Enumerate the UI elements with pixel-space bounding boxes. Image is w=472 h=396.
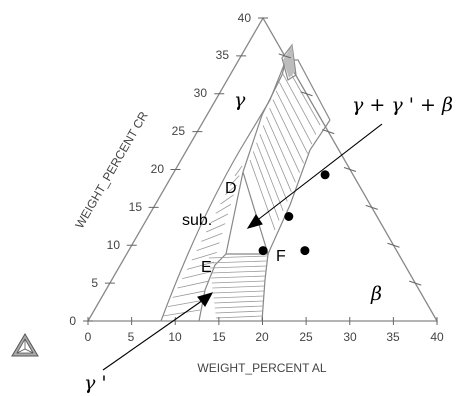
- tie-line: [256, 142, 284, 212]
- three-phase-arrow: [254, 123, 383, 223]
- tie-line: [269, 108, 300, 173]
- tie-line: [215, 310, 263, 314]
- left-tick-20: 20: [151, 162, 165, 176]
- gamma-label: γ: [234, 89, 246, 111]
- left-tick-15: 15: [129, 200, 143, 214]
- bottom-tick-35: 35: [386, 330, 400, 344]
- tick-mark: [322, 129, 335, 135]
- tie-line: [279, 82, 313, 145]
- tie-line: [211, 275, 266, 279]
- left-tick-40: 40: [238, 11, 252, 25]
- tie-line: [210, 213, 229, 224]
- tie-line: [182, 271, 212, 280]
- tie-line: [212, 285, 265, 289]
- point-label-e: E: [201, 259, 212, 276]
- bottom-tick-labels: 0 5 10 15 20 25 30 35 40: [85, 330, 444, 344]
- bottom-axis-label: WEIGHT_PERCENT AL: [197, 361, 326, 375]
- point-marker-e: [258, 246, 268, 256]
- tie-line: [259, 133, 288, 202]
- left-tick-labels: 0 5 10 15 20 25 30 35 40: [69, 11, 251, 328]
- beta-label: β: [370, 283, 382, 305]
- bottom-tick-10: 10: [168, 330, 182, 344]
- bottom-tick-5: 5: [128, 330, 135, 344]
- triangle-frame: [86, 16, 439, 322]
- point-marker-f: [300, 246, 310, 256]
- tie-lines: [162, 64, 321, 319]
- tie-line: [212, 290, 265, 294]
- gamma-prime-arrow: [102, 297, 207, 371]
- point-label-d: D: [225, 180, 237, 197]
- thermo-calc-triangle-icon: [11, 333, 39, 357]
- tick-marks: [83, 17, 438, 325]
- point-marker-d: [320, 170, 330, 180]
- tick-mark: [387, 242, 400, 248]
- tie-line: [209, 260, 267, 264]
- bottom-tick-20: 20: [255, 330, 269, 344]
- tie-line: [206, 223, 226, 233]
- bottom-tick-0: 0: [85, 330, 92, 344]
- point-marker-sub: [284, 212, 294, 221]
- point-label-sub: sub.: [182, 212, 212, 229]
- left-tick-25: 25: [172, 124, 186, 138]
- tie-line: [214, 305, 263, 309]
- composition-points: [258, 170, 330, 256]
- tie-line: [191, 252, 217, 261]
- bottom-tick-40: 40: [430, 330, 444, 344]
- tie-line: [234, 165, 243, 177]
- gamma-prime-arrowhead: [197, 292, 214, 308]
- tie-line: [282, 73, 317, 135]
- tick-mark: [365, 204, 378, 210]
- annotation-arrows: [102, 123, 383, 371]
- tie-line: [201, 232, 223, 242]
- left-tick-0: 0: [69, 314, 76, 328]
- tie-line: [162, 309, 201, 317]
- tick-mark: [300, 91, 313, 97]
- tie-line: [215, 204, 232, 214]
- phase-boundaries: [160, 43, 331, 322]
- left-tick-35: 35: [216, 48, 230, 62]
- tie-line: [249, 159, 276, 231]
- three-phase-arrowhead: [246, 213, 263, 229]
- tie-line: [252, 151, 280, 221]
- shaded-region: [283, 45, 295, 78]
- tie-line: [210, 270, 266, 274]
- left-tick-5: 5: [91, 276, 98, 290]
- tie-line: [275, 90, 309, 154]
- gamma-prime-label: γ ': [84, 372, 107, 394]
- left-tick-10: 10: [107, 238, 121, 252]
- three-phase-label: γ + γ ' + β: [352, 94, 453, 116]
- bottom-tick-30: 30: [343, 330, 357, 344]
- tie-line: [220, 194, 234, 205]
- tie-line: [213, 295, 264, 299]
- tick-mark: [409, 280, 422, 286]
- left-tick-30: 30: [194, 86, 208, 100]
- tie-line: [211, 280, 265, 284]
- tie-line: [229, 175, 240, 186]
- point-label-f: F: [276, 248, 286, 265]
- tie-line: [272, 99, 304, 164]
- tie-line: [208, 255, 267, 259]
- tick-mark: [343, 167, 357, 172]
- tie-line: [167, 300, 203, 308]
- tie-line: [196, 242, 220, 252]
- tie-line: [262, 125, 292, 192]
- bottom-tick-15: 15: [212, 330, 226, 344]
- tie-line: [215, 315, 263, 319]
- tie-line: [214, 300, 264, 304]
- tick-mark: [278, 53, 291, 59]
- tie-line: [177, 280, 209, 289]
- tie-line: [209, 265, 267, 269]
- tie-line: [172, 290, 206, 298]
- tie-line: [225, 184, 237, 195]
- tie-line: [265, 116, 296, 183]
- bottom-tick-25: 25: [299, 330, 313, 344]
